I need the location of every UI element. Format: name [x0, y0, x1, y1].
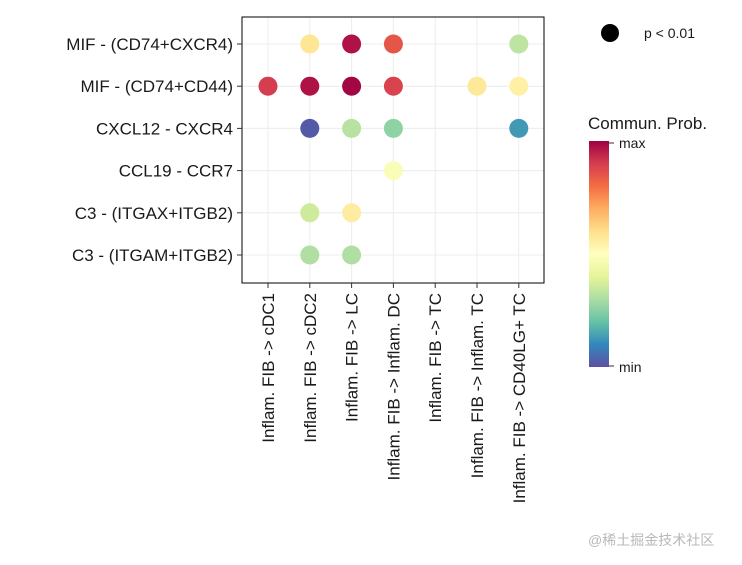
- watermark: @稀土掘金技术社区: [588, 532, 714, 548]
- x-tick-label: Inflam. FIB -> CD40LG+ TC: [510, 293, 529, 503]
- size-legend-dot: [601, 24, 619, 42]
- y-axis-labels: MIF - (CD74+CXCR4) MIF - (CD74+CD44) CXCL1…: [66, 35, 233, 265]
- y-tick-label: CCL19 - CCR7: [119, 162, 233, 181]
- x-tick-label: Inflam. FIB -> TC: [426, 293, 445, 423]
- x-tick-label: Inflam. FIB -> cDC2: [301, 293, 320, 443]
- data-point: [258, 76, 278, 96]
- y-tick-label: C3 - (ITGAX+ITGB2): [75, 204, 233, 223]
- x-tick-label: Inflam. FIB -> Inflam. DC: [384, 293, 403, 481]
- data-point: [300, 34, 320, 54]
- data-point: [383, 76, 403, 96]
- data-point: [342, 245, 362, 265]
- data-point: [383, 34, 403, 54]
- grid-lines: [242, 17, 544, 283]
- color-legend-max-label: max: [619, 135, 645, 151]
- x-tick-label: Inflam. FIB -> Inflam. TC: [468, 293, 487, 478]
- x-tick-label: Inflam. FIB -> LC: [343, 293, 362, 422]
- x-axis-labels: Inflam. FIB -> cDC1 Inflam. FIB -> cDC2 In…: [259, 293, 529, 503]
- data-point: [383, 118, 403, 138]
- color-legend: Commun. Prob. max min: [588, 114, 707, 375]
- color-legend-title: Commun. Prob.: [588, 114, 707, 133]
- data-point: [509, 34, 529, 54]
- size-legend-label: p < 0.01: [644, 25, 695, 41]
- color-bar: [589, 141, 609, 367]
- data-point: [383, 161, 403, 181]
- data-point: [300, 245, 320, 265]
- color-legend-min-label: min: [619, 359, 642, 375]
- size-legend: p < 0.01: [601, 24, 695, 42]
- y-tick-label: C3 - (ITGAM+ITGB2): [72, 246, 233, 265]
- y-tick-label: CXCL12 - CXCR4: [96, 119, 233, 138]
- data-point: [467, 76, 487, 96]
- data-point: [300, 203, 320, 223]
- y-tick-label: MIF - (CD74+CXCR4): [66, 35, 233, 54]
- data-point: [342, 76, 362, 96]
- data-points: [258, 34, 529, 265]
- x-tick-label: Inflam. FIB -> cDC1: [259, 293, 278, 443]
- data-point: [300, 76, 320, 96]
- data-point: [342, 34, 362, 54]
- data-point: [509, 76, 529, 96]
- data-point: [342, 203, 362, 223]
- data-point: [342, 118, 362, 138]
- data-point: [509, 118, 529, 138]
- y-tick-label: MIF - (CD74+CD44): [80, 77, 233, 96]
- axis-ticks: [237, 43, 520, 288]
- data-point: [300, 118, 320, 138]
